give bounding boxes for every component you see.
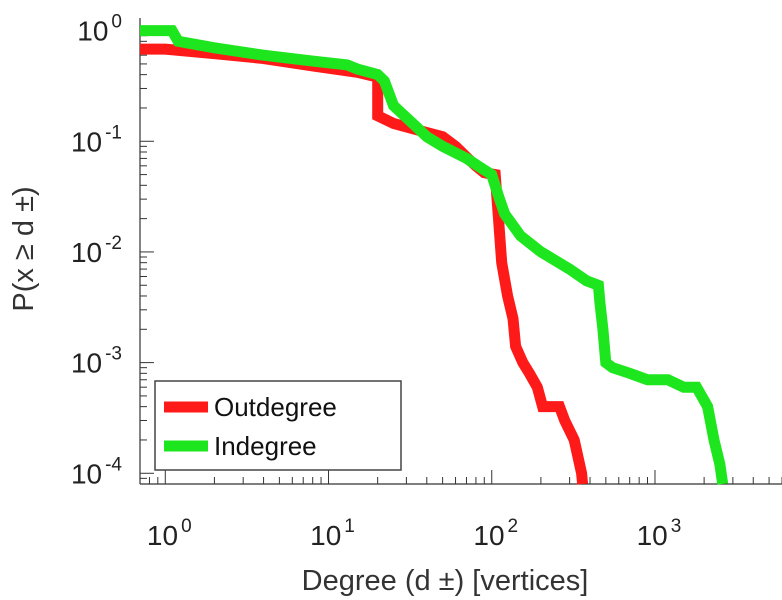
y-tick-label-base: 10: [71, 458, 102, 489]
x-tick-label-base: 10: [147, 520, 178, 551]
x-axis-label: Degree (d ±) [vertices]: [302, 565, 589, 597]
y-tick-label: 10 -3: [71, 344, 122, 379]
y-tick-label-exponent: -1: [105, 122, 122, 143]
x-tick-label-exponent: 1: [344, 516, 355, 537]
y-tick-label: 10 -2: [71, 233, 122, 268]
y-axis-label: P(x ≥ d ±): [8, 186, 40, 311]
y-tick-label-base: 10: [71, 348, 102, 379]
plot-area: [140, 25, 729, 485]
x-tick-label: 10 1: [310, 516, 355, 551]
y-tick-label: 10 -4: [71, 454, 122, 489]
x-tick-label-base: 10: [473, 520, 504, 551]
y-tick-label-exponent: -2: [105, 233, 122, 254]
series-line-indegree: [140, 25, 729, 485]
x-tick-label: 10 0: [147, 516, 192, 551]
legend-label-outdegree: Outdegree: [214, 392, 337, 422]
y-tick-label-exponent: 0: [111, 12, 122, 33]
x-tick-label-base: 10: [310, 520, 341, 551]
tick-labels: 10 010 -110 -210 -310 -410 0 10 1 10 2 10 3: [71, 12, 681, 551]
y-tick-label-exponent: -3: [105, 344, 122, 365]
legend: Outdegree Indegree: [154, 380, 402, 471]
legend-box: [154, 380, 402, 471]
y-tick-label-base: 10: [77, 16, 108, 47]
x-tick-label: 10 2: [473, 516, 518, 551]
y-tick-label-exponent: -4: [105, 454, 122, 475]
x-tick-label: 10 3: [637, 516, 682, 551]
x-tick-label-exponent: 0: [181, 516, 192, 537]
y-tick-label: 10 0: [77, 12, 122, 47]
axes: [139, 18, 782, 485]
x-tick-label-exponent: 2: [508, 516, 519, 537]
legend-label-indegree: Indegree: [214, 431, 317, 461]
y-tick-label: 10 -1: [71, 122, 122, 157]
y-tick-label-base: 10: [71, 126, 102, 157]
x-tick-label-exponent: 3: [671, 516, 682, 537]
y-tick-label-base: 10: [71, 237, 102, 268]
x-tick-label-base: 10: [637, 520, 668, 551]
